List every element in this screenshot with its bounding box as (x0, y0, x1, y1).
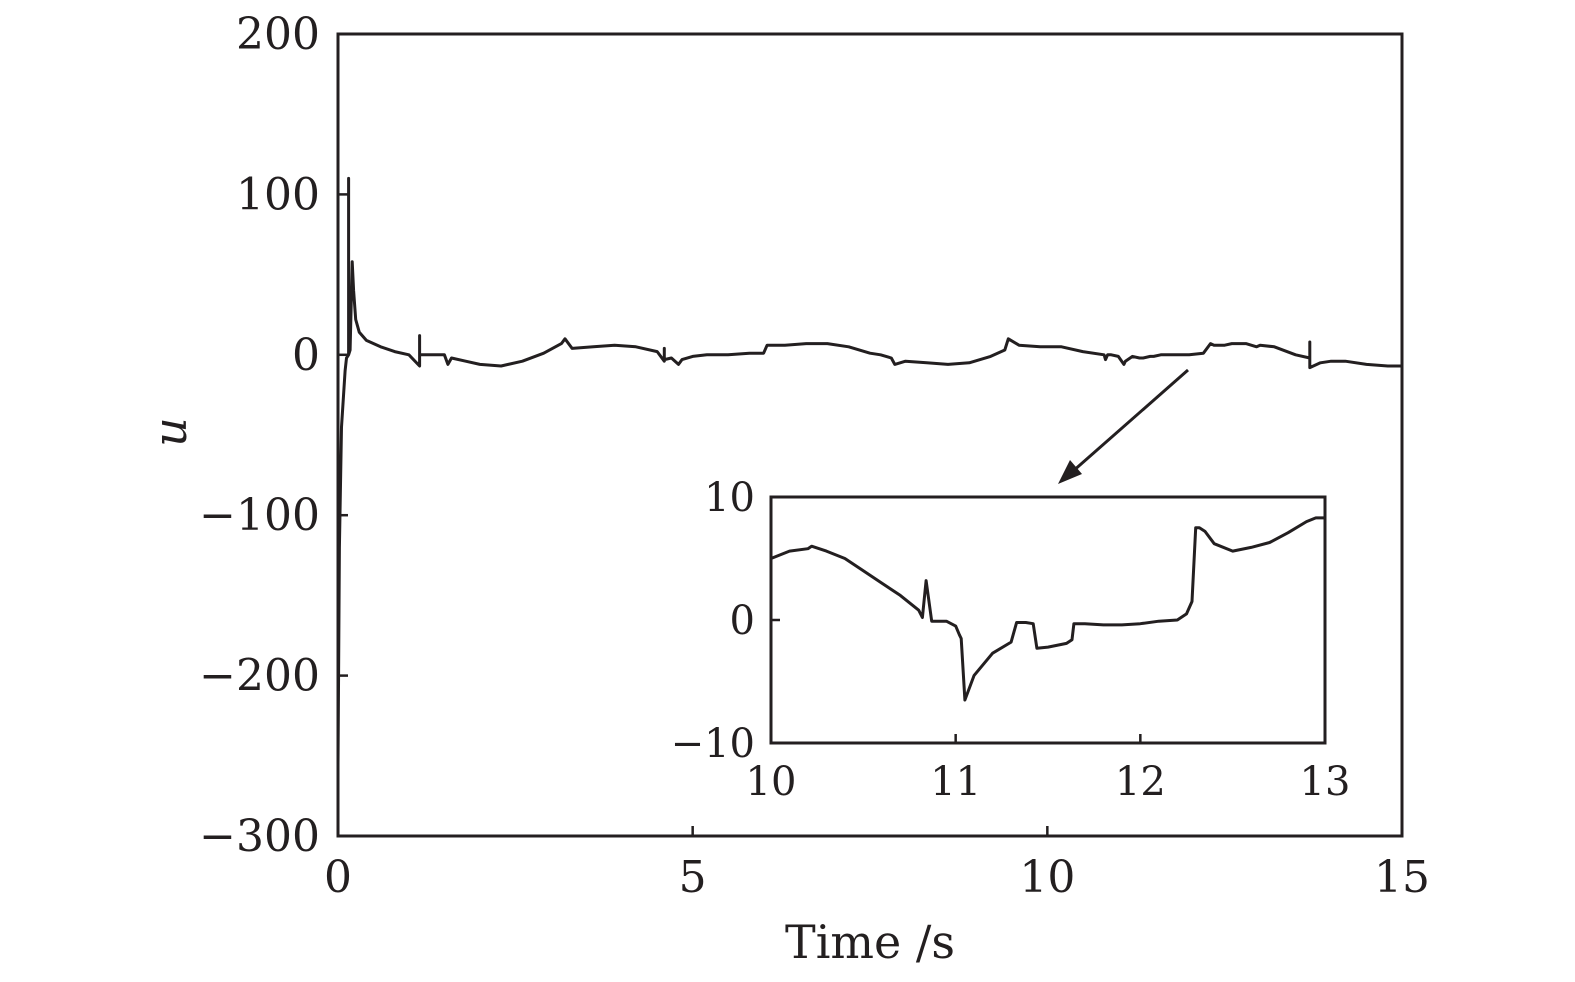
main-y-tick-label: 0 (292, 330, 320, 381)
main-plot-frame (336, 32, 1404, 838)
main-series-line (336, 176, 1402, 764)
main-y-tick-label: −100 (199, 490, 320, 541)
zoom-arrow (1058, 368, 1189, 484)
inset-plot: 10 11 12 13 10 0 −10 (671, 475, 1351, 805)
main-x-tick-label: 15 (1374, 852, 1430, 903)
inset-y-tick-label: −10 (671, 721, 755, 767)
main-y-tick-label: 200 (236, 9, 320, 60)
main-y-tick-label: −300 (199, 811, 320, 862)
inset-background (771, 497, 1325, 743)
main-y-tick-label: −200 (199, 651, 320, 702)
zoom-arrow-head (1058, 460, 1082, 484)
inset-x-tick-label: 10 (746, 759, 797, 805)
inset-x-tick-label: 11 (930, 759, 981, 805)
main-x-tick-label: 10 (1019, 852, 1075, 903)
main-y-tick-label: 100 (236, 169, 320, 220)
main-x-tick-label: 5 (679, 852, 707, 903)
main-x-tick-label: 0 (324, 852, 352, 903)
inset-x-tick-label: 12 (1115, 759, 1166, 805)
inset-x-tick-label: 13 (1300, 759, 1351, 805)
inset-y-tick-label: 0 (730, 598, 755, 644)
inset-y-tick-label: 10 (704, 475, 755, 521)
zoom-arrow-shaft (1071, 368, 1189, 474)
inset-series-line (770, 516, 1325, 702)
y-axis-label: u (143, 417, 197, 447)
x-axis-label: Time /s (785, 915, 955, 969)
